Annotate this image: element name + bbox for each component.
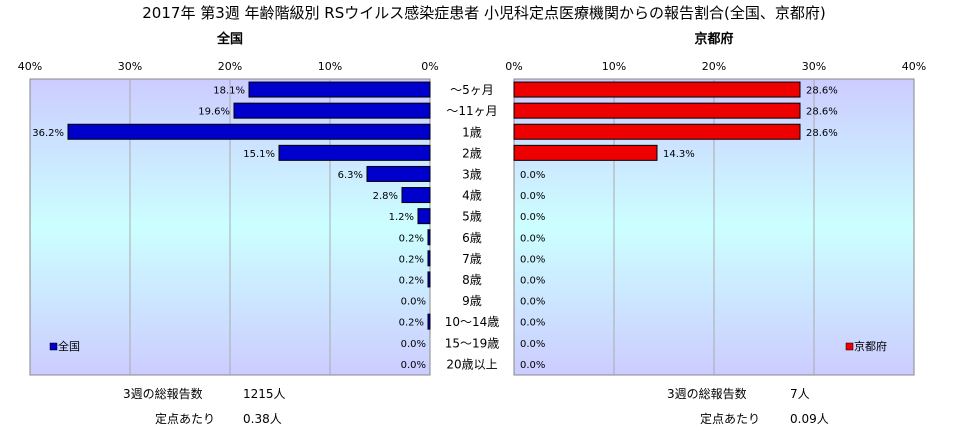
- kyoto-bar: [513, 123, 801, 140]
- national-bar: [366, 165, 431, 182]
- kyoto-total-label: 3週の総報告数: [667, 387, 747, 401]
- kyoto-bar: [513, 102, 801, 119]
- national-tick-label: 40%: [18, 60, 42, 73]
- national-value-label: 0.0%: [401, 360, 426, 371]
- national-bar: [278, 144, 431, 161]
- kyoto-tick-label: 0%: [505, 60, 522, 73]
- kyoto-value-label: 0.0%: [520, 360, 545, 371]
- kyoto-legend-swatch: [845, 342, 854, 351]
- kyoto-value-label: 0.0%: [520, 170, 545, 181]
- national-value-label: 0.2%: [399, 233, 424, 244]
- kyoto-legend-label: 京都府: [854, 339, 887, 353]
- national-tick-label: 20%: [218, 60, 242, 73]
- kyoto-value-label: 28.6%: [806, 86, 838, 97]
- national-bar: [427, 271, 431, 288]
- national-per-value: 0.38人: [243, 412, 282, 426]
- kyoto-value-label: 28.6%: [806, 128, 838, 139]
- kyoto-value-label: 28.6%: [806, 107, 838, 118]
- national-bar: [67, 123, 431, 140]
- national-value-label: 0.0%: [401, 297, 426, 308]
- national-bar: [427, 313, 431, 330]
- kyoto-tick-label: 40%: [902, 60, 926, 73]
- category-label: 7歳: [462, 252, 482, 266]
- kyoto-legend: 京都府: [845, 339, 887, 353]
- category-label: 6歳: [462, 231, 482, 245]
- national-bar: [401, 187, 431, 204]
- national-value-label: 19.6%: [198, 107, 230, 118]
- national-bar: [248, 81, 431, 98]
- kyoto-value-label: 0.0%: [520, 191, 545, 202]
- national-value-label: 2.8%: [373, 191, 398, 202]
- national-bar: [427, 250, 431, 267]
- category-label: 1歳: [462, 125, 482, 139]
- kyoto-value-label: 0.0%: [520, 339, 545, 350]
- national-value-label: 0.2%: [399, 318, 424, 329]
- kyoto-bar: [513, 81, 801, 98]
- category-label: 20歳以上: [446, 357, 497, 371]
- national-total-label: 3週の総報告数: [123, 387, 203, 401]
- national-value-label: 18.1%: [213, 86, 245, 97]
- national-per-label: 定点あたり: [155, 412, 216, 426]
- category-label: ～11ヶ月: [446, 104, 497, 118]
- category-label: 10～14歳: [445, 315, 500, 329]
- national-tick-label: 30%: [118, 60, 142, 73]
- national-tick-label: 0%: [421, 60, 438, 73]
- kyoto-tick-label: 10%: [602, 60, 626, 73]
- national-legend-swatch: [49, 342, 58, 351]
- national-total-value: 1215人: [243, 387, 286, 401]
- national-bar: [233, 102, 431, 119]
- national-value-label: 15.1%: [243, 149, 275, 160]
- kyoto-value-label: 0.0%: [520, 233, 545, 244]
- kyoto-value-label: 0.0%: [520, 297, 545, 308]
- national-legend-label: 全国: [58, 339, 80, 353]
- national-panel-title: 全国: [216, 32, 243, 47]
- category-label: 2歳: [462, 146, 482, 160]
- national-value-label: 36.2%: [32, 128, 64, 139]
- national-bar: [417, 208, 431, 225]
- chart-title: 2017年 第3週 年齢階級別 RSウイルス感染症患者 小児科定点医療機関からの…: [142, 4, 826, 22]
- national-bar: [427, 229, 431, 246]
- kyoto-per-value: 0.09人: [790, 412, 829, 426]
- kyoto-value-label: 14.3%: [663, 149, 695, 160]
- kyoto-tick-label: 20%: [702, 60, 726, 73]
- kyoto-tick-label: 30%: [802, 60, 826, 73]
- national-tick-label: 10%: [318, 60, 342, 73]
- kyoto-per-label: 定点あたり: [700, 412, 761, 426]
- category-label: 15～19歳: [445, 336, 500, 350]
- national-value-label: 6.3%: [338, 170, 363, 181]
- category-label: 8歳: [462, 273, 482, 287]
- kyoto-value-label: 0.0%: [520, 212, 545, 223]
- national-value-label: 0.2%: [399, 254, 424, 265]
- kyoto-panel-title: 京都府: [694, 32, 734, 47]
- category-label: 3歳: [462, 167, 482, 181]
- kyoto-value-label: 0.0%: [520, 275, 545, 286]
- category-label: 9歳: [462, 294, 482, 308]
- national-value-label: 1.2%: [389, 212, 414, 223]
- kyoto-bar: [513, 144, 658, 161]
- category-label: 5歳: [462, 210, 482, 224]
- national-value-label: 0.2%: [399, 275, 424, 286]
- category-label: 4歳: [462, 189, 482, 203]
- kyoto-value-label: 0.0%: [520, 318, 545, 329]
- kyoto-value-label: 0.0%: [520, 254, 545, 265]
- national-value-label: 0.0%: [401, 339, 426, 350]
- kyoto-total-value: 7人: [790, 387, 810, 401]
- category-label: ～5ヶ月: [450, 83, 494, 97]
- national-legend: 全国: [49, 339, 80, 353]
